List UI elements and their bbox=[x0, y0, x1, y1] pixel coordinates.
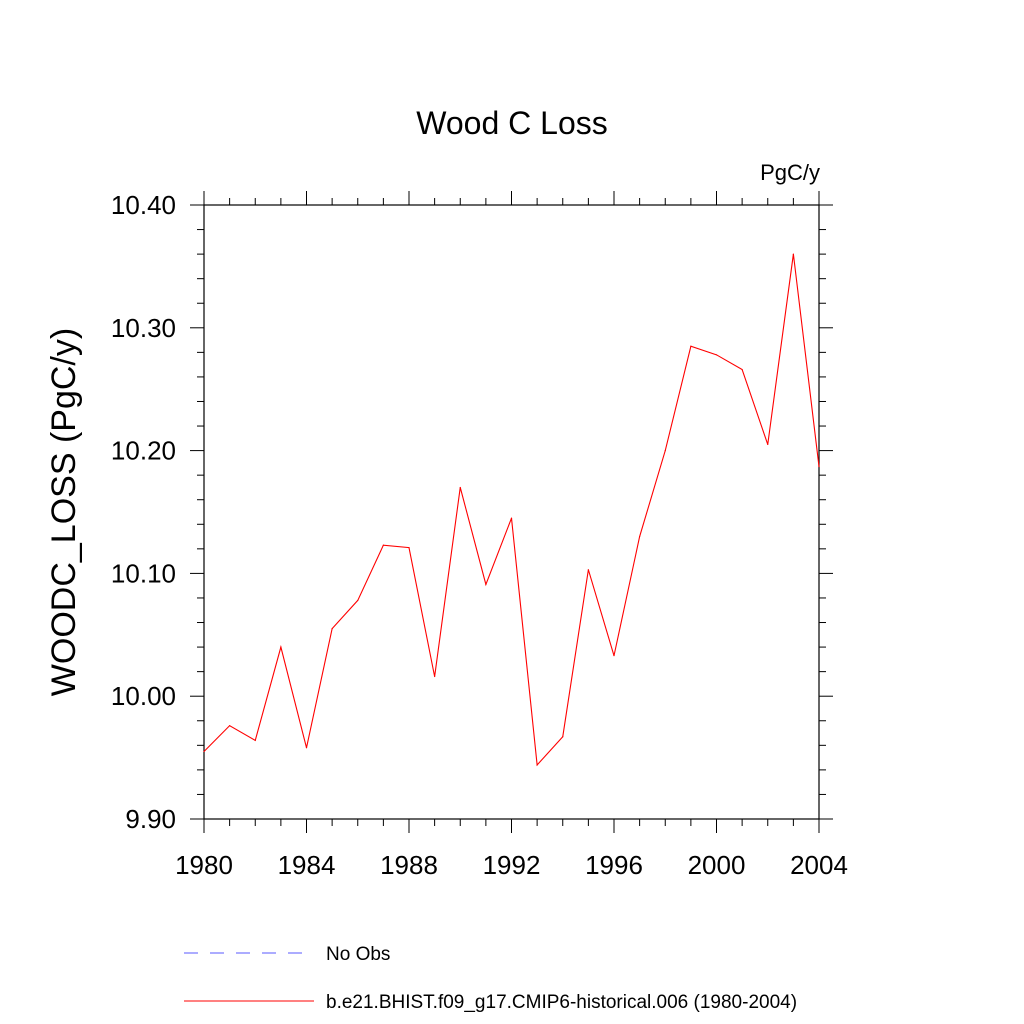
data-point bbox=[382, 544, 384, 546]
data-point bbox=[434, 675, 436, 678]
y-tick-label: 10.00 bbox=[111, 681, 176, 711]
data-point bbox=[562, 736, 564, 738]
y-tick-label: 10.20 bbox=[111, 436, 176, 466]
data-point bbox=[536, 764, 538, 766]
legend-label: b.e21.BHIST.f09_g17.CMIP6-historical.006… bbox=[326, 992, 797, 1013]
y-tick-label: 10.30 bbox=[111, 313, 176, 343]
data-point bbox=[510, 517, 513, 519]
data-point bbox=[664, 450, 666, 452]
series-line bbox=[203, 254, 820, 767]
plot-frame bbox=[203, 204, 820, 820]
data-point bbox=[715, 354, 718, 356]
data-point bbox=[741, 368, 743, 371]
data-point bbox=[818, 465, 820, 468]
data-point bbox=[459, 486, 461, 489]
data-point bbox=[229, 725, 231, 727]
series-layer bbox=[203, 253, 820, 767]
legend: No Obs b.e21.BHIST.f09_g17.CMIP6-historic… bbox=[184, 944, 797, 1013]
y-axis-label: WOODC_LOSS (PgC/y) bbox=[45, 328, 83, 696]
data-point bbox=[305, 747, 308, 749]
data-point bbox=[613, 655, 615, 657]
x-tick-label: 1984 bbox=[278, 850, 336, 880]
data-point bbox=[690, 345, 692, 347]
data-point bbox=[280, 646, 282, 648]
data-point bbox=[408, 547, 410, 549]
x-tick-label: 2000 bbox=[688, 850, 746, 880]
x-tick-label: 1996 bbox=[585, 850, 643, 880]
legend-label: No Obs bbox=[326, 944, 390, 965]
x-tick-label: 1988 bbox=[380, 850, 438, 880]
chart-title: Wood C Loss bbox=[416, 105, 608, 141]
data-point bbox=[331, 628, 333, 630]
data-point bbox=[203, 750, 205, 753]
y-tick-label: 9.90 bbox=[125, 804, 176, 834]
data-point bbox=[792, 253, 794, 255]
data-point bbox=[767, 443, 769, 446]
x-tick-label: 2004 bbox=[790, 850, 848, 880]
x-tick-label: 1992 bbox=[483, 850, 541, 880]
data-point bbox=[587, 569, 589, 571]
ticks-layer: 1980 1984 1988 1992 1996 2000 2004 9.90 10.00 10.… bbox=[111, 190, 848, 880]
data-point bbox=[357, 599, 359, 602]
data-point bbox=[639, 535, 641, 538]
data-point bbox=[254, 739, 256, 742]
data-point bbox=[485, 583, 487, 586]
x-tick-label: 1980 bbox=[175, 850, 233, 880]
y-tick-label: 10.40 bbox=[111, 190, 176, 220]
units-label: PgC/y bbox=[760, 160, 820, 185]
y-tick-label: 10.10 bbox=[111, 558, 176, 588]
